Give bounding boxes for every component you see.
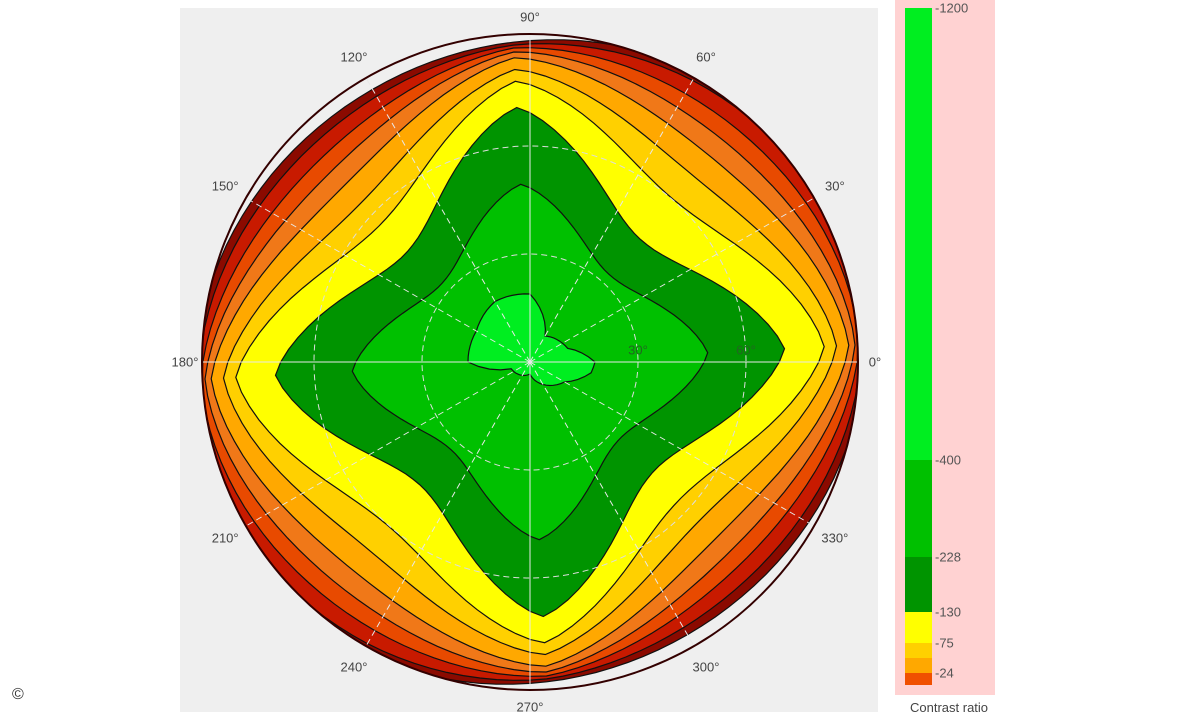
angular-gridline xyxy=(365,361,531,647)
angle-tick-label: 60° xyxy=(696,49,716,65)
colorbar-segment xyxy=(905,612,932,643)
angle-tick-label: 30° xyxy=(824,178,845,194)
colorbar-segment xyxy=(905,8,932,460)
angle-tick-label: 210° xyxy=(211,530,239,546)
colorbar-segment xyxy=(905,557,932,612)
colorbar-segment xyxy=(905,673,932,685)
colorbar-segment xyxy=(905,643,932,658)
colorbar-tick-label: -130 xyxy=(935,604,962,620)
angle-tick-label: 330° xyxy=(821,530,849,546)
colorbar-segment xyxy=(905,460,932,557)
copyright-icon: © xyxy=(12,686,24,703)
colorbar-tick-label: -400 xyxy=(935,452,962,468)
polar-contour-plot xyxy=(180,8,878,712)
colorbar-tick-label: -228 xyxy=(935,549,962,565)
colorbar-panel xyxy=(895,0,995,695)
colorbar-tick-label: -75 xyxy=(935,635,954,651)
angle-tick-label: 0° xyxy=(868,354,882,370)
angular-gridline xyxy=(529,77,695,363)
angular-gridline xyxy=(529,361,815,527)
colorbar-segment xyxy=(905,658,932,673)
angle-tick-label: 180° xyxy=(171,354,199,370)
radial-tick-label: 30° xyxy=(628,342,648,358)
angular-gridline xyxy=(245,361,531,527)
angular-gridline xyxy=(245,197,531,363)
angle-tick-label: 270° xyxy=(516,699,544,715)
radial-tick-label: 60° xyxy=(736,342,756,358)
angle-tick-label: 90° xyxy=(520,9,540,25)
colorbar xyxy=(905,8,932,685)
angle-tick-label: 240° xyxy=(340,659,368,675)
outer-boundary xyxy=(201,33,859,691)
angle-tick-label: 120° xyxy=(340,49,368,65)
colorbar-tick-label: -24 xyxy=(935,665,954,681)
angular-gridline xyxy=(529,361,695,647)
angle-tick-label: 150° xyxy=(211,178,239,194)
colorbar-tick-label: -1200 xyxy=(935,0,969,16)
angle-tick-label: 300° xyxy=(692,659,720,675)
angular-gridline xyxy=(529,197,815,363)
colorbar-title: Contrast ratio xyxy=(910,700,989,715)
angular-gridline xyxy=(365,77,531,363)
